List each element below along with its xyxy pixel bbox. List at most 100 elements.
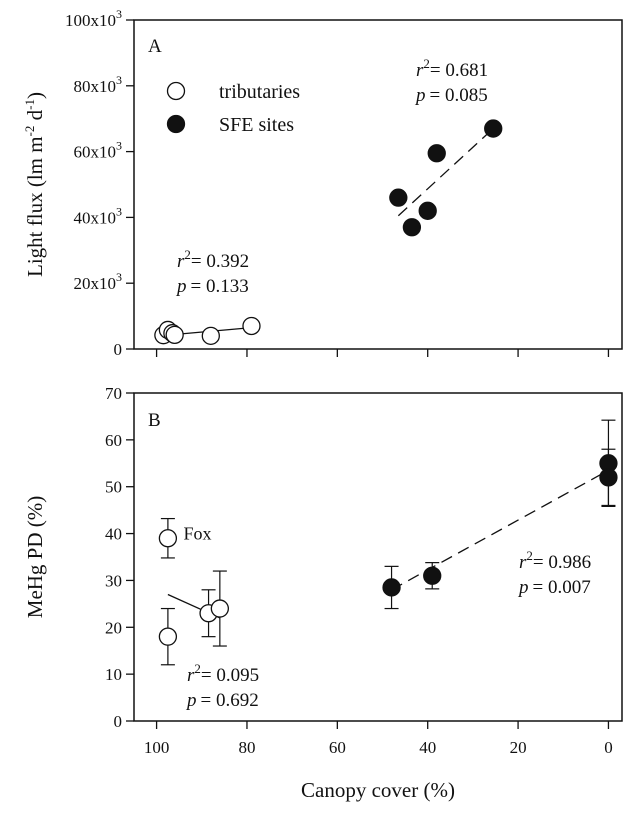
y-tick-label-base: 80x10 <box>74 77 117 96</box>
stat-p-sfe-a: p = 0.085 <box>414 85 488 106</box>
y-tick-label: 40x103 <box>74 204 123 227</box>
stat-p-symbol: p <box>414 85 426 106</box>
stat-p-symbol: p <box>517 577 529 598</box>
stat-p-symbol: p <box>185 690 197 711</box>
panel-b: 100 80 60 40 20 0 0 10 20 30 40 50 60 70 B MeHg PD (… <box>23 384 623 802</box>
stat-r2-value: = 0.095 <box>201 665 259 686</box>
panel-a-x-ticks <box>155 349 610 357</box>
y-tick-label: 40 <box>105 525 122 544</box>
panel-a-stats: r2= 0.392 p = 0.133 r2= 0.681 p = 0.085 <box>175 56 488 297</box>
point-tributaries <box>158 529 178 548</box>
legend-marker-sfe-sites <box>166 114 186 134</box>
y-tick-label: 30 <box>105 571 122 590</box>
stat-r2-tributaries-b: r2= 0.095 <box>187 661 259 686</box>
point-tributaries <box>165 325 184 345</box>
panel-a-frame <box>133 19 623 350</box>
y-tick-label: 20x103 <box>74 270 123 293</box>
y-tick-label: 20 <box>105 618 122 637</box>
point-tributaries <box>242 316 261 336</box>
stat-r2-sfe-b: r2= 0.986 <box>519 548 591 573</box>
y-tick-label: 0 <box>114 712 123 731</box>
stat-r-exp: 2 <box>194 661 201 676</box>
fit-line-sfe-sites <box>397 128 494 217</box>
stat-r-exp: 2 <box>184 247 191 262</box>
stat-r-exp: 2 <box>423 56 430 71</box>
point-sfe-sites <box>427 144 446 163</box>
panel-a-legend: tributaries SFE sites <box>166 81 300 136</box>
panel-a-points <box>154 119 503 345</box>
legend-marker-tributaries <box>166 81 186 101</box>
stat-p-tributaries-b: p = 0.692 <box>185 690 259 711</box>
stat-r2-value: = 0.392 <box>191 251 249 272</box>
stat-p-value: = 0.692 <box>201 690 259 711</box>
stat-r2-sfe-a: r2= 0.681 <box>416 56 488 81</box>
y-tick-label-base: 40x10 <box>74 208 117 227</box>
x-tick-label: 100 <box>144 738 170 757</box>
point-tributaries <box>158 627 178 646</box>
stat-r-symbol: r <box>177 251 185 272</box>
y-title-end: ) <box>23 92 47 99</box>
legend-label-tributaries: tributaries <box>219 81 300 103</box>
x-tick-label: 80 <box>238 738 255 757</box>
y-tick-label-base: 20x10 <box>74 274 117 293</box>
point-sfe-sites <box>484 119 503 138</box>
point-tributaries <box>201 326 220 345</box>
panel-b-x-ticks: 100 80 60 40 20 0 <box>144 721 613 757</box>
point-sfe-sites <box>418 201 437 220</box>
x-tick-label: 40 <box>419 738 436 757</box>
y-title-exp-1: -2 <box>22 126 37 137</box>
y-tick-label: 60 <box>105 431 122 450</box>
y-tick-label-exp: 3 <box>116 204 122 218</box>
stat-p-sfe-b: p = 0.007 <box>517 577 591 598</box>
panel-a-label: A <box>148 36 162 57</box>
y-tick-label: 60x103 <box>74 139 123 162</box>
stat-r-symbol: r <box>519 552 527 573</box>
y-tick-label: 70 <box>105 384 122 403</box>
panel-a-fit-lines <box>170 128 494 336</box>
y-tick-label-base: 60x10 <box>74 143 117 162</box>
y-title-mid: d <box>23 109 47 125</box>
stat-p-value: = 0.007 <box>533 577 591 598</box>
y-tick-label: 50 <box>105 478 122 497</box>
panel-b-y-axis-title: MeHg PD (%) <box>23 496 47 618</box>
panel-b-label: B <box>148 410 161 431</box>
panel-a-y-axis-title: Light flux (lm m-2 d-1) <box>22 92 47 277</box>
point-sfe-sites <box>389 188 408 207</box>
y-tick-label: 100x103 <box>65 7 122 30</box>
panel-b-frame <box>133 392 623 722</box>
y-tick-label-exp: 3 <box>116 270 122 284</box>
y-title-exp-2: -1 <box>22 99 37 110</box>
panel-b-error-bars <box>160 419 616 666</box>
stat-p-value: = 0.133 <box>191 276 249 297</box>
point-sfe-sites <box>599 468 618 487</box>
panel-b-stats: r2= 0.095 p = 0.692 r2= 0.986 p = 0.007 <box>185 548 591 711</box>
stat-p-tributaries-a: p = 0.133 <box>175 276 249 297</box>
legend-label-sfe-sites: SFE sites <box>219 114 294 136</box>
point-sfe-sites <box>423 566 442 585</box>
panel-b-y-ticks: 0 10 20 30 40 50 60 70 <box>105 384 134 731</box>
x-tick-label: 60 <box>329 738 346 757</box>
x-axis-title: Canopy cover (%) <box>301 778 455 802</box>
y-tick-label-exp: 3 <box>116 73 122 87</box>
panel-b-points <box>158 454 618 646</box>
x-tick-label: 0 <box>604 738 613 757</box>
point-sfe-sites <box>382 578 401 597</box>
annotation-fox: Fox <box>183 524 211 544</box>
stat-r2-value: = 0.986 <box>533 552 591 573</box>
stat-r2-tributaries-a: r2= 0.392 <box>177 247 249 272</box>
x-tick-label: 20 <box>510 738 527 757</box>
y-tick-label-exp: 3 <box>116 7 122 21</box>
stat-r-symbol: r <box>416 60 424 81</box>
stat-p-value: = 0.085 <box>430 85 488 106</box>
stat-r-exp: 2 <box>526 548 533 563</box>
y-tick-label: 10 <box>105 665 122 684</box>
y-tick-label-base: 100x10 <box>65 11 116 30</box>
point-tributaries <box>210 599 230 618</box>
stat-p-symbol: p <box>175 276 187 297</box>
point-sfe-sites <box>402 218 422 237</box>
stat-r2-value: = 0.681 <box>430 60 488 81</box>
y-tick-label: 80x103 <box>74 73 123 96</box>
